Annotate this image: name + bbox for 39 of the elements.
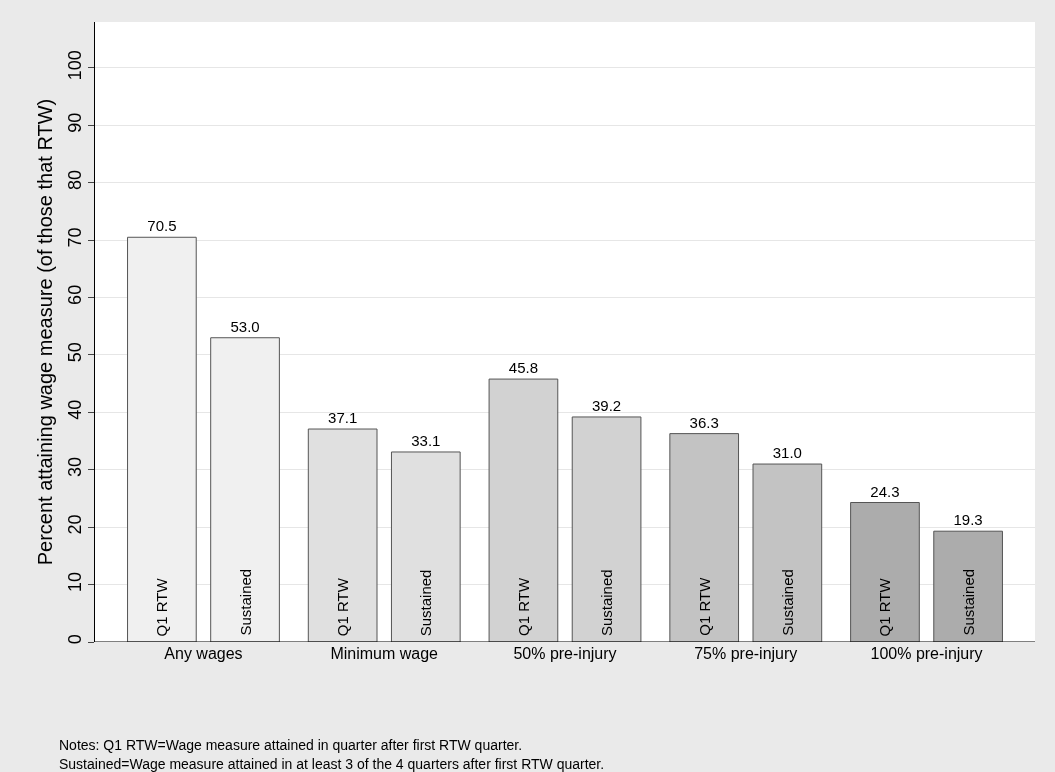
x-tick-label: Any wages [164,645,243,662]
y-tick-label: 30 [64,457,85,478]
y-tick-label: 100 [64,50,85,81]
data-label: 53.0 [230,317,260,335]
series-label: Sustained [417,569,435,637]
text: Sustained=Wage measure attained in at least 3 of the 4 quarters after first RTW quarter. [59,756,605,772]
text: Sustained [778,569,796,636]
y-tick-label: 40 [64,399,85,420]
text: Q1 RTW [334,578,352,637]
text: Sustained [598,569,616,637]
data-label: 45.8 [508,359,539,377]
x-tick-label: Minimum wage [330,645,439,662]
data-label: 70.5 [147,217,177,235]
data-label: 37.1 [328,409,358,427]
data-label: 31.0 [772,444,802,462]
data-label: 36.3 [689,413,719,431]
y-tick-label: 50 [64,342,85,363]
y-tick-label: 60 [64,284,85,305]
text: Notes: Q1 RTW=Wage measure attained in quarter after first RTW quarter. [59,737,523,753]
text: Q1 RTW [514,577,532,636]
series-label: Q1 RTW [876,577,894,637]
y-tick-label: 0 [64,634,85,645]
x-tick-label: 100% pre-injury [870,645,983,662]
data-label: 33.1 [411,431,441,449]
text: Sustained [959,568,977,636]
y-tick-label: 10 [64,571,85,592]
y-axis-title: Percent attaining wage measure (of those that RTW) [34,98,57,566]
text: Q1 RTW [695,577,713,636]
y-tick-label: 80 [64,170,85,191]
y-tick-label: 90 [64,112,85,133]
data-label: 19.3 [953,511,983,529]
data-label: 39.2 [591,396,622,414]
y-tick-label: 20 [64,514,85,535]
y-tick-label: 70 [64,227,85,248]
x-tick-label: 75% pre-injury [694,645,798,662]
x-tick-label: 50% pre-injury [513,645,617,662]
data-label: 24.3 [870,482,900,500]
text: Sustained [236,568,254,636]
text: Q1 RTW [153,578,171,637]
